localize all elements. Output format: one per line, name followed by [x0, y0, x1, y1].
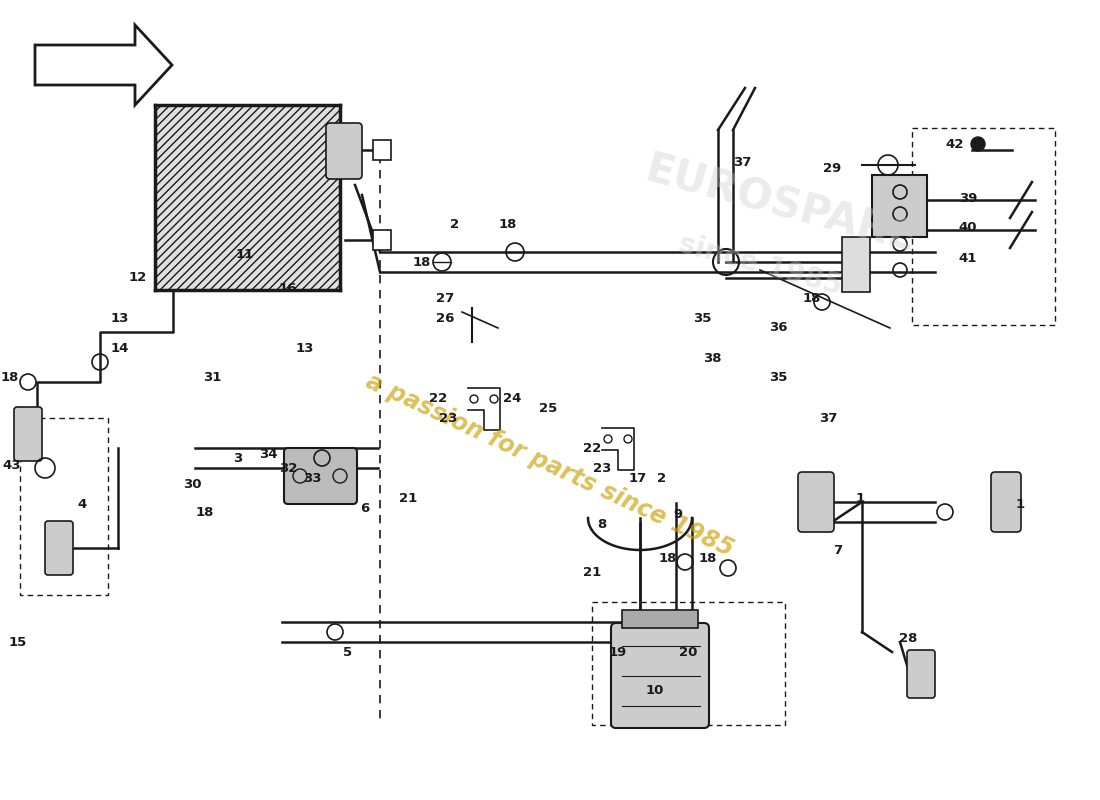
- Text: 37: 37: [733, 155, 751, 169]
- Text: 37: 37: [818, 411, 837, 425]
- FancyBboxPatch shape: [798, 472, 834, 532]
- Text: 35: 35: [693, 311, 712, 325]
- Text: 21: 21: [399, 491, 417, 505]
- Text: 23: 23: [439, 411, 458, 425]
- Text: 22: 22: [429, 391, 447, 405]
- Text: 26: 26: [436, 311, 454, 325]
- Text: 4: 4: [77, 498, 87, 511]
- Bar: [155, 105, 340, 290]
- Text: 30: 30: [183, 478, 201, 491]
- FancyBboxPatch shape: [610, 623, 710, 728]
- Text: 42: 42: [946, 138, 965, 151]
- Text: 15: 15: [9, 635, 28, 649]
- Text: 1: 1: [1015, 498, 1024, 511]
- Text: 8: 8: [597, 518, 606, 531]
- Text: 13: 13: [296, 342, 315, 354]
- Text: since 1985: since 1985: [675, 230, 845, 300]
- Text: 18: 18: [803, 291, 822, 305]
- Bar: [621, 610, 698, 628]
- Text: 25: 25: [539, 402, 557, 414]
- Text: 9: 9: [673, 509, 683, 522]
- Text: 41: 41: [959, 251, 977, 265]
- Text: 6: 6: [361, 502, 370, 514]
- Text: 21: 21: [583, 566, 601, 578]
- Text: 23: 23: [593, 462, 612, 474]
- Text: 18: 18: [698, 551, 717, 565]
- Text: 19: 19: [609, 646, 627, 658]
- Bar: [373, 230, 390, 250]
- Bar: [842, 237, 870, 292]
- Text: 39: 39: [959, 191, 977, 205]
- FancyBboxPatch shape: [326, 123, 362, 179]
- Text: 20: 20: [679, 646, 697, 658]
- Text: 32: 32: [278, 462, 297, 474]
- Text: EUROSPARE: EUROSPARE: [639, 149, 921, 262]
- FancyBboxPatch shape: [45, 521, 73, 575]
- Text: 17: 17: [629, 471, 647, 485]
- Text: 14: 14: [111, 342, 129, 354]
- Text: 35: 35: [769, 371, 788, 385]
- Text: 27: 27: [436, 291, 454, 305]
- Bar: [373, 140, 390, 160]
- FancyBboxPatch shape: [991, 472, 1021, 532]
- Text: 13: 13: [111, 311, 129, 325]
- Text: 2: 2: [450, 218, 460, 231]
- Text: 31: 31: [202, 371, 221, 385]
- Text: 18: 18: [1, 371, 19, 385]
- Text: 12: 12: [129, 271, 147, 285]
- Text: 1: 1: [856, 491, 865, 505]
- Text: 5: 5: [343, 646, 353, 658]
- Text: 34: 34: [258, 449, 277, 462]
- Text: 36: 36: [769, 322, 788, 334]
- Bar: [872, 175, 927, 237]
- FancyBboxPatch shape: [14, 407, 42, 461]
- Text: 16: 16: [278, 282, 297, 294]
- Text: 18: 18: [498, 218, 517, 231]
- Text: 29: 29: [823, 162, 842, 174]
- Circle shape: [971, 137, 984, 151]
- Text: 33: 33: [302, 471, 321, 485]
- Text: 43: 43: [2, 458, 21, 471]
- Text: 18: 18: [659, 551, 678, 565]
- FancyBboxPatch shape: [908, 650, 935, 698]
- Text: 18: 18: [196, 506, 214, 518]
- Text: 11: 11: [235, 249, 254, 262]
- Text: a passion for parts since 1985: a passion for parts since 1985: [362, 369, 738, 561]
- Text: 38: 38: [703, 351, 722, 365]
- Text: 24: 24: [503, 391, 521, 405]
- Text: 3: 3: [233, 451, 243, 465]
- Text: 22: 22: [583, 442, 601, 454]
- FancyBboxPatch shape: [284, 448, 358, 504]
- Text: 7: 7: [834, 543, 843, 557]
- Text: 28: 28: [899, 631, 917, 645]
- Text: 10: 10: [646, 683, 664, 697]
- Text: 18: 18: [412, 255, 431, 269]
- Text: 2: 2: [658, 471, 667, 485]
- Text: 40: 40: [959, 222, 977, 234]
